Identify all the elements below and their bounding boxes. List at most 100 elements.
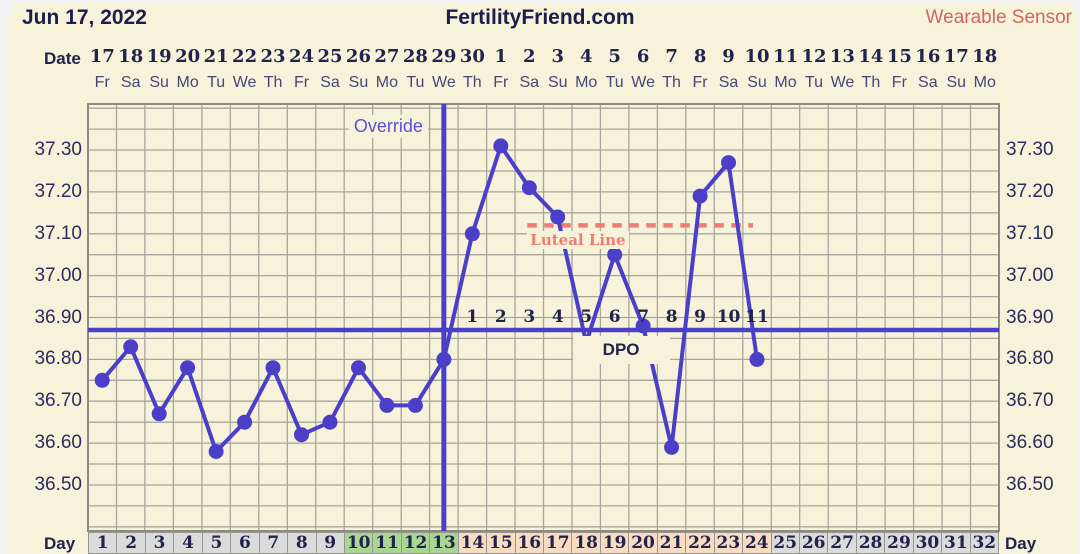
day-cell[interactable]: 29 xyxy=(885,533,914,553)
temp-point[interactable] xyxy=(351,360,366,376)
day-axis-row: 1 2 3 4 5 6 7 8 9 10 11 12 13 14 15 16 17 18 19 20 21 22 23 24 2… xyxy=(88,532,999,554)
day-cell[interactable]: 28 xyxy=(856,533,886,553)
y-axis-tick-label: 37.20 xyxy=(1006,180,1054,202)
date-axis-value: 11 xyxy=(772,46,799,67)
dpo-axis-row: 1 2 3 4 5 6 7 8 9 10 11 xyxy=(458,307,771,327)
temp-point[interactable] xyxy=(407,397,423,413)
temp-point[interactable] xyxy=(493,138,509,154)
weekday-axis-value: Mo xyxy=(973,74,996,91)
temp-point[interactable] xyxy=(749,351,765,367)
dpo-number: 7 xyxy=(637,307,650,328)
day-cell[interactable]: 12 xyxy=(401,533,431,553)
day-axis-word-right: Day xyxy=(1005,534,1037,553)
temp-point[interactable] xyxy=(635,318,651,334)
date-axis-value: 19 xyxy=(146,46,172,67)
y-axis-tick-label: 37.00 xyxy=(34,264,82,286)
temp-point[interactable] xyxy=(208,444,224,459)
date-axis-value: 23 xyxy=(260,46,286,67)
dpo-number: 3 xyxy=(523,307,536,328)
y-axis-tick-label: 37.00 xyxy=(1006,264,1054,286)
dpo-number: 5 xyxy=(580,307,593,328)
day-cell[interactable]: 30 xyxy=(913,533,943,553)
y-axis-tick-label: 36.70 xyxy=(1006,390,1054,412)
y-axis-tick-label: 36.60 xyxy=(34,432,82,454)
day-cell[interactable]: 9 xyxy=(316,533,345,553)
temp-point[interactable] xyxy=(464,226,480,242)
temp-point[interactable] xyxy=(180,360,196,376)
dpo-label: DPO xyxy=(572,336,670,365)
temp-point[interactable] xyxy=(721,155,736,171)
date-axis-row: 17 18 19 20 21 22 23 24 25 26 27 28 29 30 1 2 3 4 5 6 7 8 9 10 1… xyxy=(88,45,999,69)
temp-point[interactable] xyxy=(607,247,623,263)
temp-point[interactable] xyxy=(294,427,309,443)
y-axis-tick-label: 37.10 xyxy=(1006,222,1054,244)
weekday-axis-value: Th xyxy=(462,74,482,91)
day-cell[interactable]: 8 xyxy=(288,533,317,553)
day-cell[interactable]: 23 xyxy=(714,533,744,553)
date-axis-value: 13 xyxy=(829,46,855,67)
sensor-mode-label: Wearable Sensor xyxy=(925,7,1072,28)
day-cell[interactable]: 21 xyxy=(657,533,687,553)
temp-point[interactable] xyxy=(550,209,566,225)
day-cell[interactable]: 11 xyxy=(373,533,402,553)
temp-point[interactable] xyxy=(664,439,680,455)
day-cell[interactable]: 25 xyxy=(771,533,800,553)
weekday-axis-value: Tu xyxy=(605,74,624,91)
day-cell[interactable]: 26 xyxy=(799,533,829,553)
y-axis-tick-label: 36.90 xyxy=(34,306,82,328)
day-cell[interactable]: 15 xyxy=(487,533,516,553)
y-axis-tick-label: 36.80 xyxy=(1006,348,1054,370)
day-cell[interactable]: 7 xyxy=(259,533,289,553)
temp-point[interactable] xyxy=(123,339,139,355)
day-cell[interactable]: 14 xyxy=(458,533,488,553)
day-cell[interactable]: 31 xyxy=(942,533,971,553)
temp-point[interactable] xyxy=(379,397,395,413)
day-cell[interactable]: 17 xyxy=(544,533,573,553)
temp-point[interactable] xyxy=(151,406,167,422)
weekday-axis-value: We xyxy=(631,74,655,91)
day-cell[interactable]: 6 xyxy=(231,533,260,553)
app-title: FertilityFriend.com xyxy=(445,6,635,29)
day-cell[interactable]: 18 xyxy=(572,533,601,553)
weekday-axis-row: Fr Sa Su Mo Tu We Th Fr Sa Su Mo Tu We Th Fr Sa Su Mo Tu We… xyxy=(88,72,999,93)
weekday-axis-value: Sa xyxy=(320,74,340,91)
day-cell[interactable]: 24 xyxy=(743,533,772,553)
y-axis-tick-label: 36.60 xyxy=(1006,432,1054,454)
weekday-axis-value: Fr xyxy=(293,74,310,91)
day-cell[interactable]: 2 xyxy=(117,533,146,553)
day-cell[interactable]: 4 xyxy=(174,533,203,553)
day-cell[interactable]: 13 xyxy=(430,533,459,553)
y-axis-tick-label: 36.50 xyxy=(34,473,82,495)
day-cell[interactable]: 27 xyxy=(828,533,857,553)
day-cell[interactable]: 16 xyxy=(515,533,544,553)
dpo-number: 6 xyxy=(608,307,621,328)
y-axis-tick-label: 36.80 xyxy=(34,348,82,370)
luteal-line-label: Luteal Line xyxy=(527,231,629,250)
day-cell[interactable]: 22 xyxy=(686,533,715,553)
day-cell[interactable]: 1 xyxy=(89,533,118,553)
temp-point[interactable] xyxy=(94,372,110,388)
day-cell[interactable]: 3 xyxy=(145,533,175,553)
day-cell[interactable]: 10 xyxy=(344,533,374,553)
date-axis-value: 27 xyxy=(374,46,400,67)
date-axis-value: 2 xyxy=(523,46,536,67)
day-cell[interactable]: 32 xyxy=(970,533,998,553)
date-axis-value: 7 xyxy=(665,46,678,67)
temp-point[interactable] xyxy=(237,414,253,430)
y-axis-tick-label: 36.50 xyxy=(1006,473,1054,495)
date-axis-value: 22 xyxy=(232,46,258,67)
weekday-axis-value: Th xyxy=(662,74,681,91)
day-cell[interactable]: 5 xyxy=(202,533,232,553)
day-cell[interactable]: 20 xyxy=(629,533,658,553)
y-axis-tick-label: 37.30 xyxy=(34,139,82,161)
temp-point[interactable] xyxy=(265,360,281,376)
temp-point[interactable] xyxy=(436,351,452,367)
weekday-axis-value: Su xyxy=(149,74,169,91)
day-cell[interactable]: 19 xyxy=(600,533,630,553)
weekday-axis-value: Mo xyxy=(575,74,598,91)
date-axis-value: 24 xyxy=(288,46,315,67)
temp-point[interactable] xyxy=(692,188,708,204)
temp-point[interactable] xyxy=(521,180,537,196)
date-axis-value: 15 xyxy=(886,46,912,67)
temp-point[interactable] xyxy=(322,414,338,430)
